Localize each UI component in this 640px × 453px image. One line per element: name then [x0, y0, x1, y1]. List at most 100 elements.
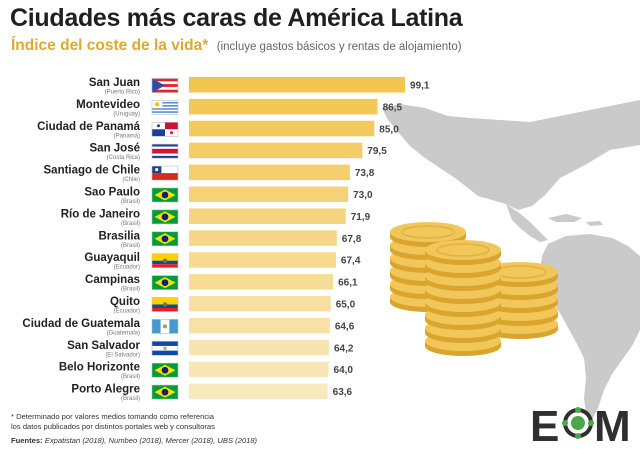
- chart-row: Quito(Ecuador) 65,0: [110, 296, 356, 315]
- bar: [189, 77, 406, 93]
- bar: [189, 230, 337, 246]
- country-label: (Puerto Rico): [105, 90, 140, 96]
- flag-brazil-icon: [151, 275, 179, 290]
- bar: [189, 274, 334, 290]
- flag-brazil-icon: [151, 187, 179, 203]
- flag-el-salvador-icon: [151, 340, 179, 356]
- sources-text: Expatistan (2018), Numbeo (2018), Mercer…: [44, 436, 258, 445]
- chart-row: Porto Alegre(Brasil) 63,6: [71, 383, 353, 402]
- value-label: 64,6: [335, 321, 355, 332]
- country-label: (Chile): [122, 177, 140, 183]
- country-label: (Uruguay): [113, 111, 140, 117]
- chart-row: Ciudad de Guatemala(Guatemala) 64,6: [22, 317, 355, 336]
- city-label: Quito: [110, 296, 140, 308]
- subtitle-note: (incluye gastos básicos y rentas de aloj…: [216, 41, 462, 53]
- bar: [189, 252, 336, 268]
- city-label: Campinas: [85, 274, 140, 286]
- value-label: 79,5: [367, 146, 387, 157]
- country-label: (Brasil): [121, 199, 140, 205]
- chart-row: San Salvador(El Salvador) 64,2: [67, 339, 354, 358]
- country-label: (Guatemala): [107, 330, 140, 336]
- city-label: San Salvador: [67, 340, 140, 352]
- city-label: Río de Janeiro: [61, 208, 140, 220]
- value-label: 73,0: [353, 190, 373, 201]
- bar: [189, 208, 346, 224]
- logo-text: E: [530, 402, 559, 446]
- bar: [189, 142, 363, 159]
- bar: [189, 186, 349, 202]
- value-label: 66,1: [338, 278, 358, 289]
- flag-costa-rica-icon: [151, 143, 179, 159]
- flag-brazil-icon: [151, 384, 179, 400]
- chart-row: Belo Horizonte(Brasil) 64,0: [59, 361, 354, 380]
- bar: [189, 164, 350, 181]
- value-label: 86,5: [383, 102, 403, 113]
- flag-guatemala-icon: [151, 319, 179, 334]
- flag-ecuador-icon: [151, 253, 179, 268]
- footnote: * Determinado por valores medios tomando…: [11, 412, 215, 431]
- chart-row: Campinas(Brasil) 66,1: [85, 274, 358, 293]
- country-label: (Brasil): [121, 396, 140, 402]
- country-label: (Brasil): [121, 374, 140, 380]
- city-label: Brasilia: [98, 230, 140, 242]
- value-label: 99,1: [410, 81, 430, 92]
- value-label: 85,0: [379, 124, 399, 135]
- flag-ecuador-icon: [151, 297, 179, 312]
- chart-row: Guayaquil(Ecuador) 67,4: [84, 252, 361, 271]
- flag-chile-icon: [151, 165, 179, 181]
- value-label: 67,4: [341, 256, 361, 267]
- flag-brazil-icon: [151, 362, 179, 378]
- city-label: Santiago de Chile: [44, 165, 141, 177]
- city-label: San Juan: [89, 77, 140, 89]
- bar: [189, 296, 331, 312]
- bar: [189, 339, 329, 356]
- footnote-line-2: los datos publicados por distintos porta…: [11, 421, 215, 431]
- city-label: San José: [90, 143, 141, 155]
- city-label: Sao Paulo: [84, 187, 140, 199]
- sources-label: Fuentes:: [11, 436, 43, 445]
- chart-row: San José(Costa Rica) 79,5: [90, 142, 387, 161]
- country-label: (Panamá): [114, 133, 140, 139]
- bar: [189, 383, 328, 400]
- bar: [189, 361, 329, 378]
- value-label: 71,9: [351, 212, 371, 223]
- sources: Fuentes: Expatistan (2018), Numbeo (2018…: [11, 436, 257, 445]
- chart-row: Río de Janeiro(Brasil) 71,9: [61, 208, 371, 227]
- value-label: 65,0: [336, 300, 356, 311]
- value-label: 64,0: [334, 365, 354, 376]
- city-label: Porto Alegre: [71, 384, 140, 396]
- value-label: 64,2: [334, 343, 354, 354]
- city-label: Belo Horizonte: [59, 362, 140, 374]
- flag-puerto-rico-icon: [151, 78, 179, 93]
- chart-row: Sao Paulo(Brasil) 73,0: [84, 186, 373, 205]
- flag-brazil-icon: [151, 231, 179, 247]
- eom-logo: E M: [530, 402, 631, 446]
- globe-logo-icon: [562, 407, 594, 439]
- flag-uruguay-icon: [151, 100, 179, 115]
- flag-panama-icon: [151, 122, 179, 137]
- country-label: (Ecuador): [114, 309, 140, 315]
- svg-text:M: M: [594, 402, 631, 446]
- bar: [189, 317, 330, 334]
- chart-row: Ciudad de Panamá(Panamá) 85,0: [37, 120, 399, 139]
- city-label: Ciudad de Panamá: [37, 121, 140, 133]
- country-label: (Brasil): [121, 221, 140, 227]
- flag-brazil-icon: [151, 209, 179, 225]
- chart-row: San Juan(Puerto Rico) 99,1: [89, 77, 430, 96]
- value-label: 73,8: [355, 168, 375, 179]
- country-label: (Brasil): [121, 287, 140, 293]
- chart-row: Brasilia(Brasil) 67,8: [98, 230, 362, 249]
- value-label: 67,8: [342, 234, 362, 245]
- city-label: Guayaquil: [84, 252, 140, 264]
- chart-row: Santiago de Chile(Chile) 73,8: [44, 164, 375, 183]
- country-label: (El Salvador): [105, 352, 140, 358]
- country-label: (Costa Rica): [107, 155, 140, 161]
- bar: [189, 98, 378, 115]
- footnote-line-1: * Determinado por valores medios tomando…: [11, 412, 215, 421]
- chart-row: Montevideo(Uruguay) 86,5: [76, 98, 403, 117]
- subtitle-main: Índice del coste de la vida*: [11, 37, 209, 54]
- country-label: (Ecuador): [114, 265, 140, 271]
